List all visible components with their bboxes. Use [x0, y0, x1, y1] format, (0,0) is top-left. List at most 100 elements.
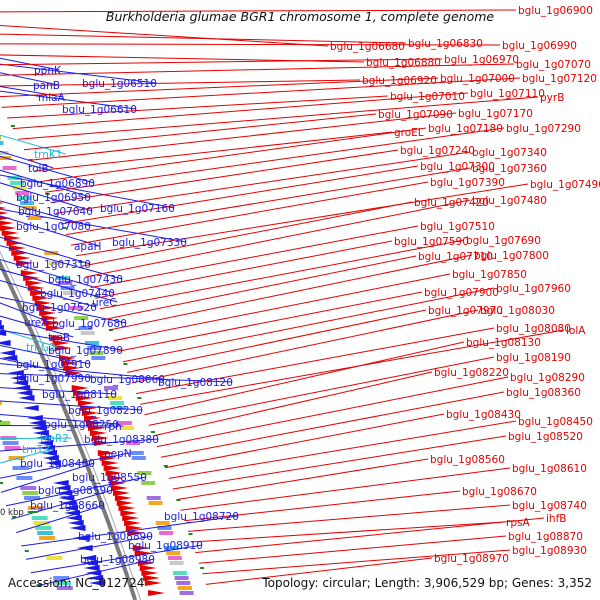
right-gene-label: bglu_1g08520: [508, 431, 583, 443]
gene-category-block: [22, 206, 37, 210]
right-gene-label: bglu_1g07000: [440, 73, 515, 85]
gene-category-block: [49, 261, 63, 265]
right-leader-line: [205, 557, 433, 585]
forward-strand-gene-arrow: [16, 260, 34, 266]
right-leader-line: [152, 371, 433, 437]
gene-category-block: [55, 581, 71, 585]
right-leader-line: [148, 356, 495, 426]
gene-category-block: [148, 501, 163, 505]
gene-category-block: [0, 136, 1, 140]
left-leader-line: [0, 437, 72, 440]
right-leader-line: [168, 420, 517, 479]
right-gene-label: bglu_1g08610: [512, 463, 587, 475]
left-gene-label: bglu_1g07890: [48, 345, 123, 357]
forward-strand-gene-arrow: [132, 545, 150, 551]
right-gene-label: bglu_1g07360: [472, 163, 547, 175]
left-gene-label: bglu_1g07990: [16, 373, 91, 385]
right-leader-line: [0, 63, 515, 76]
right-gene-label: bglu_1g08190: [496, 352, 571, 364]
gene-category-block: [179, 591, 194, 595]
right-gene-label: bglu_1g07110: [470, 88, 545, 100]
right-leader-line: [80, 201, 413, 267]
forward-strand-gene-arrow: [52, 340, 70, 346]
left-leader-line: [21, 515, 239, 547]
accession-text: Accession: NC_012724: [8, 576, 145, 590]
left-gene-label: bglu_1g08910: [128, 540, 203, 552]
reverse-strand-gene-arrow: [0, 340, 11, 346]
forward-strand-gene-arrow: [59, 355, 76, 361]
right-leader-line: [85, 199, 471, 278]
gene-category-block: [8, 456, 25, 460]
right-leader-line: [60, 165, 419, 225]
reverse-strand-gene-arrow: [87, 575, 104, 581]
gene-category-block: [27, 216, 42, 220]
left-gene-label: pepN: [104, 448, 132, 460]
right-leader-line: [1, 77, 521, 108]
forward-strand-gene-arrow: [20, 270, 38, 276]
reverse-strand-gene-arrow: [52, 480, 69, 486]
right-gene-label: bglu_1g07340: [472, 147, 547, 159]
right-leader-line: [131, 309, 479, 384]
left-gene-label: bglu_1g07440: [40, 288, 115, 300]
gene-category-block: [104, 386, 118, 390]
left-leader-line: [5, 476, 147, 507]
left-leader-line: [0, 328, 58, 348]
left-gene-label: bglu_1g06610: [62, 104, 137, 116]
left-leader-line: [0, 200, 91, 227]
gene-category-block: [118, 421, 133, 425]
reverse-strand-gene-arrow: [58, 495, 75, 501]
reverse-strand-gene-arrow: [80, 555, 97, 561]
gene-category-block: [169, 561, 184, 565]
forward-strand-gene-arrow: [124, 520, 141, 526]
left-gene-label: trnT3: [22, 444, 50, 456]
forward-strand-gene-arrow: [144, 580, 162, 586]
reverse-strand-gene-arrow: [0, 320, 2, 326]
left-leader-line: [0, 315, 74, 338]
right-leader-line: [0, 24, 329, 47]
reverse-strand-gene-arrow: [54, 485, 71, 491]
forward-strand-gene-arrow: [0, 225, 17, 231]
left-gene-label: bglu_1g07160: [100, 203, 175, 215]
scale-dot: [176, 499, 181, 501]
right-gene-label: bglu_1g06900: [518, 5, 593, 17]
right-gene-label: bglu_1g07510: [420, 221, 495, 233]
right-leader-line: [0, 58, 443, 66]
right-leader-line: [0, 33, 407, 44]
right-leader-line: [122, 287, 495, 363]
right-gene-label: bglu_1g06920: [362, 75, 437, 87]
left-leader-line: [0, 208, 187, 243]
left-gene-label: bglu_1g08120: [158, 377, 233, 389]
right-gene-label: lolA: [566, 325, 586, 337]
forward-strand-gene-arrow: [6, 240, 24, 246]
gene-category-block: [110, 401, 125, 405]
left-gene-label: bglu_1g08550: [72, 472, 147, 484]
left-leader-line: [0, 134, 66, 155]
right-leader-line: [29, 112, 457, 161]
right-gene-label: bglu_1g08360: [506, 387, 581, 399]
left-leader-line: [0, 448, 54, 464]
gene-category-block: [27, 506, 44, 510]
forward-strand-gene-arrow: [39, 310, 57, 316]
gene-category-block: [120, 426, 135, 430]
gene-category-block: [112, 406, 127, 410]
right-leader-line: [127, 309, 427, 373]
forward-strand-gene-arrow: [125, 525, 143, 531]
forward-strand-gene-arrow: [90, 430, 107, 436]
forward-strand-gene-arrow: [11, 250, 29, 256]
right-gene-label: bglu_1g07070: [516, 59, 591, 71]
gene-category-block: [80, 331, 95, 335]
gene-category-block: [33, 521, 50, 525]
forward-strand-gene-arrow: [32, 295, 50, 301]
left-gene-label: ureC: [92, 297, 117, 309]
reverse-strand-gene-arrow: [30, 425, 47, 431]
right-leader-line: [45, 127, 505, 193]
right-leader-line: [118, 291, 423, 352]
left-gene-label: bglu_1g08230: [68, 405, 143, 417]
gene-category-block: [20, 201, 35, 205]
right-gene-label: bglu_1g06880: [366, 57, 441, 69]
gene-category-block: [74, 316, 89, 320]
right-gene-label: bglu_1g07010: [390, 91, 465, 103]
forward-strand-gene-arrow: [61, 360, 79, 366]
right-gene-label: bglu_1g07300: [420, 161, 495, 173]
right-leader-line: [191, 521, 505, 543]
